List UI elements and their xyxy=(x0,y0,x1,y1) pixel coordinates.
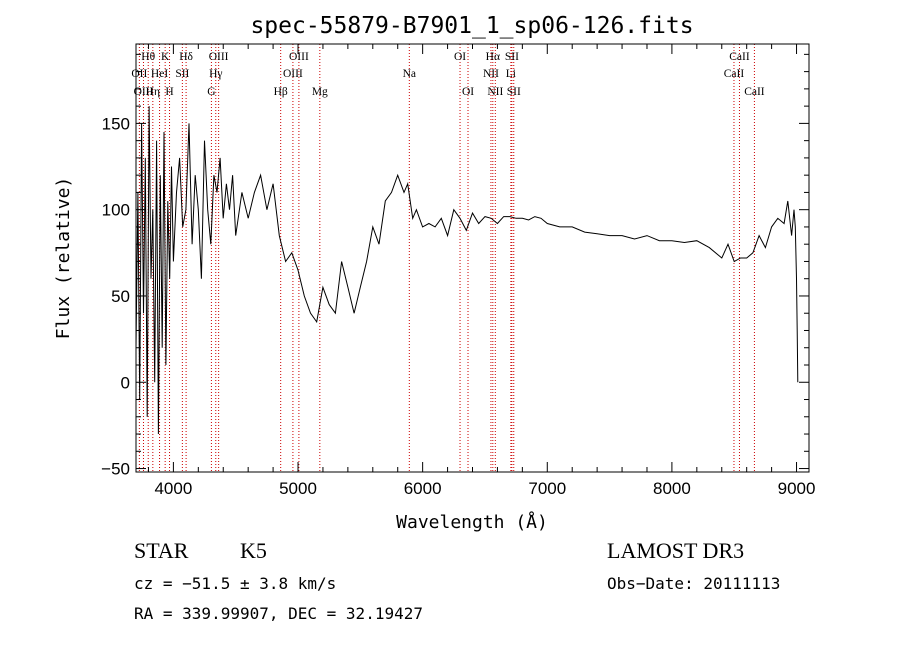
line-label-19: Hα xyxy=(486,51,500,63)
line-label-21: NII xyxy=(487,86,503,98)
x-tick-label-8000: 8000 xyxy=(653,479,691,498)
line-label-0: Hθ xyxy=(141,51,155,63)
line-label-5: Hη xyxy=(146,86,160,98)
x-tick-label-6000: 6000 xyxy=(404,479,442,498)
spectrum-series-line xyxy=(135,106,799,435)
coordinates: RA = 339.99907, DEC = 32.19427 xyxy=(134,604,423,623)
line-label-14: Hβ xyxy=(274,86,288,98)
object-subclass: K5 xyxy=(240,538,267,563)
line-label-22: SII xyxy=(505,51,519,63)
line-label-23: Li xyxy=(506,68,516,80)
survey-name: LAMOST DR3 xyxy=(607,538,744,563)
line-label-1: OII xyxy=(131,68,147,80)
line-label-11: G xyxy=(207,86,215,98)
object-class: STAR xyxy=(134,538,189,563)
chart-title: spec-55879-B7901_1_sp06-126.fits xyxy=(250,13,693,39)
line-label-8: H xyxy=(165,86,173,98)
line-label-2: OIII xyxy=(134,86,154,98)
line-label-6: Hδ xyxy=(179,51,193,63)
line-label-17: OI xyxy=(454,51,466,63)
x-axis-label: Wavelength (Å) xyxy=(396,511,548,533)
line-label-20: NII xyxy=(483,68,499,80)
spectral-line-markers xyxy=(138,44,755,472)
line-label-4: HeI xyxy=(151,68,168,80)
y-tick-label-0: 0 xyxy=(121,373,130,392)
line-label-24: SII xyxy=(507,86,521,98)
x-tick-label-9000: 9000 xyxy=(778,479,816,498)
x-tick-label-7000: 7000 xyxy=(528,479,566,498)
line-label-9: OIII xyxy=(209,51,229,63)
line-label-10: Hγ xyxy=(209,68,222,80)
line-label-13: OIII xyxy=(283,68,303,80)
line-label-3: K xyxy=(161,51,170,63)
line-label-26: CaII xyxy=(724,68,745,80)
x-tick-label-5000: 5000 xyxy=(279,479,317,498)
y-tick-label-100: 100 xyxy=(102,201,130,220)
y-tick-label-50: 50 xyxy=(111,287,130,306)
line-label-18: OI xyxy=(462,86,474,98)
observation-date: Obs−Date: 20111113 xyxy=(607,574,780,593)
line-label-16: Na xyxy=(403,68,416,80)
line-label-25: CaII xyxy=(729,51,750,63)
y-axis-ticks: −50 0 50 100 150 xyxy=(101,53,809,479)
y-axis-label: Flux (relative) xyxy=(53,177,74,340)
redshift-velocity: cz = −51.5 ± 3.8 km/s xyxy=(134,574,336,593)
y-tick-label-150: 150 xyxy=(102,114,130,133)
line-label-12: OIII xyxy=(289,51,309,63)
x-tick-label-4000: 4000 xyxy=(154,479,192,498)
y-tick-label--50: −50 xyxy=(101,460,130,479)
line-label-27: CaII xyxy=(744,86,765,98)
line-label-7: SII xyxy=(175,68,189,80)
line-label-15: Mg xyxy=(312,86,328,98)
plot-frame xyxy=(135,43,810,473)
x-axis-ticks: 4000 5000 6000 7000 8000 9000 xyxy=(147,44,816,498)
